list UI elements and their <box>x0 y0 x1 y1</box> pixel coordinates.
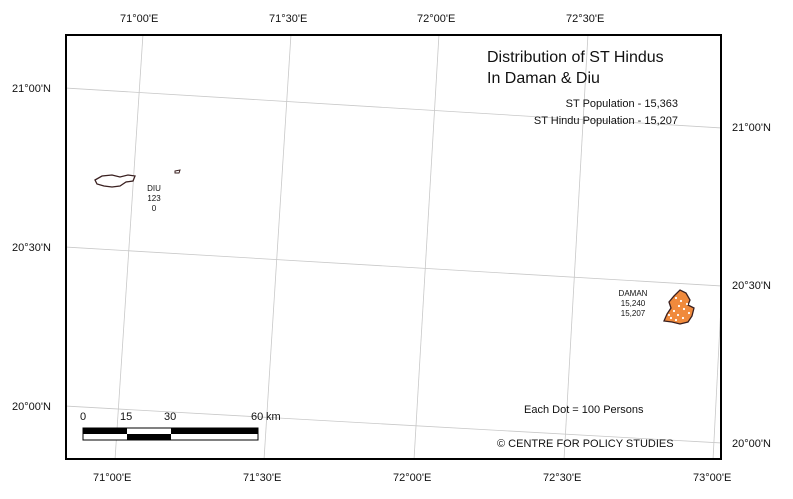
daman-label: DAMAN 15,240 15,207 <box>612 289 654 319</box>
diu-st-population: 123 <box>147 194 161 203</box>
dot <box>679 299 683 303</box>
daman-dots <box>667 296 691 322</box>
scale-tick-30: 30 <box>164 411 177 423</box>
top-lon-label: 72°00'E <box>417 13 456 25</box>
scale-unit: km <box>266 411 281 423</box>
top-lon-label: 72°30'E <box>566 13 605 25</box>
dot <box>674 296 678 300</box>
dot <box>669 316 673 320</box>
meridian-71-00 <box>114 35 144 459</box>
diu-outline <box>94 174 136 188</box>
daman-st-hindu: 15,207 <box>620 309 646 318</box>
scale-tick-60: 60 <box>251 411 264 423</box>
map-title-line2: In Daman & Diu <box>487 70 600 87</box>
right-lat-label: 20°30'N <box>732 280 771 292</box>
right-lat-label: 21°00'N <box>732 122 771 134</box>
dot <box>687 311 691 315</box>
meridian-72-00 <box>413 35 440 459</box>
dot <box>676 313 680 317</box>
diu-label: DIU 123 0 <box>140 184 168 214</box>
dot <box>681 316 685 320</box>
meridian-72-30 <box>563 35 589 459</box>
diu-small-outline <box>174 169 181 174</box>
dot <box>685 302 689 306</box>
scale-seg-3 <box>171 428 258 434</box>
parallel-21-00 <box>66 87 721 129</box>
right-lat-label: 20°00'N <box>732 438 771 450</box>
left-lat-label: 21°00'N <box>12 83 51 95</box>
scale-tick-15: 15 <box>120 411 133 423</box>
dot <box>677 304 681 308</box>
bottom-lon-label: 71°00'E <box>93 472 132 484</box>
left-lat-label: 20°30'N <box>12 242 51 254</box>
left-lat-label: 20°00'N <box>12 401 51 413</box>
map-title-line1: Distribution of ST Hindus <box>487 49 664 66</box>
scale-seg-1 <box>83 428 127 434</box>
bottom-lon-label: 73°00'E <box>693 472 732 484</box>
bottom-lon-label: 72°00'E <box>393 472 432 484</box>
map-frame <box>65 34 722 460</box>
dot-legend: Each Dot = 100 Persons <box>524 404 644 416</box>
scale-bar <box>82 427 259 441</box>
diu-st-hindu: 0 <box>151 204 157 213</box>
dot <box>672 309 676 313</box>
daman-st-population: 15,240 <box>620 299 646 308</box>
dot <box>674 318 678 322</box>
credit-text: © CENTRE FOR POLICY STUDIES <box>497 438 674 450</box>
dot <box>667 313 671 317</box>
top-lon-label: 71°00'E <box>120 13 159 25</box>
diu-name: DIU <box>147 184 161 193</box>
top-lon-label: 71°30'E <box>269 13 308 25</box>
st-hindu-population-text: ST Hindu Population - 15,207 <box>533 115 678 127</box>
meridian-73-00 <box>712 297 721 459</box>
bottom-lon-label: 72°30'E <box>543 472 582 484</box>
bottom-lon-label: 71°30'E <box>243 472 282 484</box>
dot <box>682 307 686 311</box>
scale-tick-0: 0 <box>80 411 87 423</box>
scale-seg-2 <box>127 434 171 440</box>
parallel-20-00 <box>66 405 721 444</box>
meridian-71-30 <box>263 35 292 459</box>
daman-name: DAMAN <box>618 289 648 298</box>
parallel-20-30 <box>66 246 721 287</box>
st-population-text: ST Population - 15,363 <box>565 98 678 110</box>
graticule-lines <box>66 35 721 459</box>
